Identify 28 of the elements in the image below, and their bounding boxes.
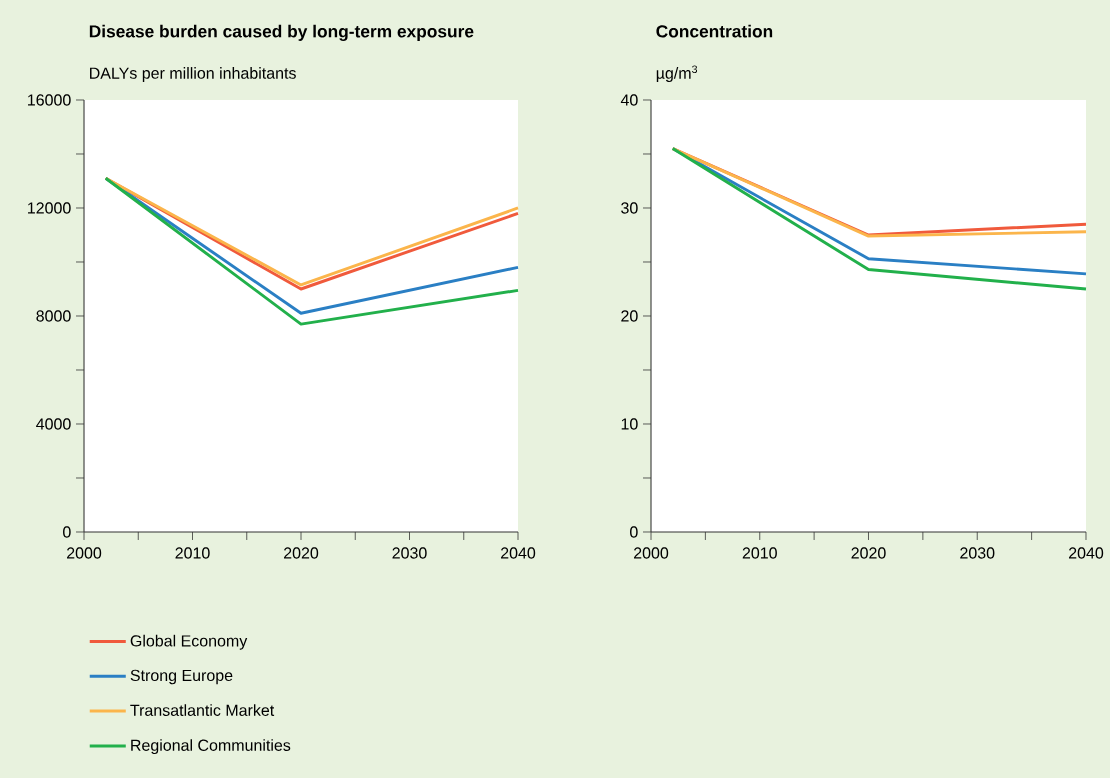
x-tick-label: 2020	[851, 547, 886, 559]
x-tick-label: 2000	[67, 547, 102, 559]
x-tick-label: 2030	[960, 547, 995, 559]
y-axis-title: µg/m$^{3}$	[656, 65, 698, 82]
x-tick-label: 2030	[392, 547, 427, 559]
legend-label: Regional Communities	[131, 739, 291, 755]
y-axis-title: DALYs per million inhabitants	[90, 67, 296, 82]
x-tick-label: 2010	[742, 547, 777, 559]
x-tick-label: 2010	[175, 547, 210, 559]
y-tick-label: 10	[621, 418, 638, 430]
x-tick-label: 2000	[634, 547, 669, 559]
y-tick-label: 30	[621, 202, 638, 214]
x-tick-label: 2020	[284, 547, 319, 559]
y-tick-label: 16000	[28, 94, 71, 106]
chart-title: Concentration	[656, 24, 773, 38]
x-tick-label: 2040	[1068, 547, 1104, 559]
legend-label: Strong Europe	[130, 669, 233, 685]
y-tick-label: 20	[621, 310, 638, 322]
y-tick-label: 40	[620, 94, 638, 106]
y-tick-label: 4000	[36, 418, 71, 430]
legend-label: Global Economy	[130, 634, 248, 650]
y-tick-label: 12000	[28, 202, 71, 214]
y-tick-label: 8000	[36, 310, 71, 322]
chart-title: Disease burden caused by long-term exposure	[89, 24, 474, 42]
x-tick-label: 2040	[501, 547, 536, 559]
legend-label: Transatlantic Market	[130, 704, 275, 716]
y-tick-label: 0	[630, 526, 638, 538]
y-tick-label: 0	[63, 526, 71, 538]
